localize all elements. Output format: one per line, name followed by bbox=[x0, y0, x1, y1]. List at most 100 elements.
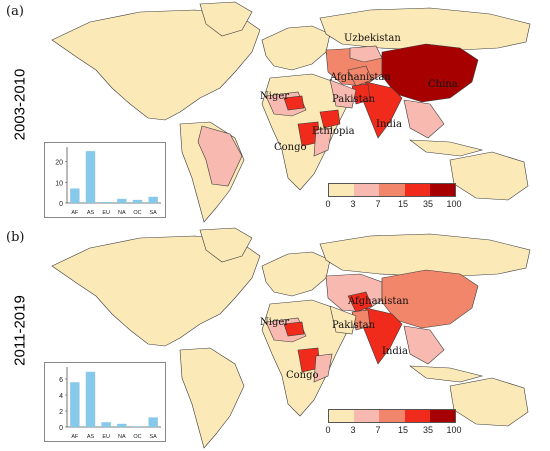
label-pakistan: Pakistan bbox=[332, 320, 376, 331]
label-niger: Niger bbox=[260, 91, 289, 102]
afghanistan bbox=[347, 65, 373, 87]
europe bbox=[261, 251, 331, 297]
bar-af bbox=[70, 382, 80, 427]
legend-tick: 7 bbox=[375, 425, 381, 435]
country-labels: Uzbekistan Afghanistan Niger Pakistan Ch… bbox=[260, 33, 458, 153]
x-tick-label: AF bbox=[71, 210, 79, 216]
niger bbox=[283, 321, 305, 337]
legend-tick: 35 bbox=[422, 425, 434, 435]
legend-tick: 35 bbox=[422, 199, 434, 209]
bar-chart-svg: 0 2 4 6 AF AS EU NA OC SA bbox=[59, 367, 161, 440]
panel-2011-2019: (b) 2011-2019 Afghanistan Niger bbox=[0, 226, 550, 451]
world-map: Afghanistan Niger Pakistan India Congo bbox=[51, 227, 531, 449]
east-africa bbox=[313, 353, 333, 383]
south-america bbox=[179, 347, 245, 449]
label-ethiopia: Ethiopia bbox=[312, 126, 355, 137]
bar-sa bbox=[148, 196, 158, 203]
ethiopia bbox=[319, 109, 341, 129]
legend-tick: 15 bbox=[397, 199, 409, 209]
y-tick-label: 0 bbox=[59, 201, 63, 208]
arabia bbox=[329, 305, 357, 335]
north-america bbox=[51, 9, 261, 121]
x-tick-label: OC bbox=[133, 434, 141, 440]
legend-tick: 7 bbox=[375, 199, 381, 209]
label-india: India bbox=[376, 119, 402, 130]
x-tick-label: AS bbox=[87, 210, 95, 216]
legend-ticks: 0 3 7 15 35 100 bbox=[325, 197, 468, 211]
australia bbox=[449, 377, 529, 427]
bar-na bbox=[117, 423, 127, 427]
label-india: India bbox=[382, 346, 408, 357]
x-tick-label: AF bbox=[71, 434, 79, 440]
bar-na bbox=[117, 198, 127, 203]
pakistan bbox=[351, 309, 371, 331]
world-map: Uzbekistan Afghanistan Niger Pakistan Ch… bbox=[51, 1, 531, 223]
legend-swatch-35-100 bbox=[429, 410, 456, 422]
brazil bbox=[197, 125, 243, 187]
y-tick-label: 4 bbox=[59, 393, 63, 400]
bar-oc bbox=[132, 199, 143, 203]
legend-swatch-0-3 bbox=[329, 184, 355, 196]
bar-af bbox=[70, 188, 80, 203]
label-pakistan: Pakistan bbox=[332, 94, 376, 105]
y-tick-label: 20 bbox=[55, 160, 63, 167]
color-legend: 0 3 7 15 35 100 bbox=[325, 409, 468, 437]
arabia bbox=[329, 79, 357, 109]
legend-swatch-0-3 bbox=[329, 410, 355, 422]
indonesia bbox=[409, 139, 484, 157]
southeast-asia bbox=[403, 325, 445, 365]
country-labels: Afghanistan Niger Pakistan India Congo bbox=[260, 296, 409, 381]
east-africa bbox=[313, 127, 333, 157]
legend-tick: 100 bbox=[446, 425, 462, 435]
greenland bbox=[199, 227, 253, 263]
continent-bar-chart: 0 10 20 AF AS EU NA OC SA bbox=[44, 142, 166, 218]
north-asia bbox=[319, 233, 531, 277]
legend-tick: 100 bbox=[446, 199, 462, 209]
label-uzbekistan: Uzbekistan bbox=[344, 33, 401, 44]
afghanistan bbox=[347, 291, 373, 313]
x-tick-label: AS bbox=[87, 434, 95, 440]
legend-swatches bbox=[328, 409, 456, 423]
continents bbox=[51, 1, 531, 223]
china bbox=[381, 269, 479, 329]
australia bbox=[449, 151, 529, 201]
panel-2003-2010: (a) 2003-2010 bbox=[0, 0, 550, 225]
y-tick-label: 2 bbox=[59, 409, 63, 416]
x-tick-label: SA bbox=[149, 210, 157, 216]
label-afghanistan: Afghanistan bbox=[329, 72, 391, 83]
color-legend: 0 3 7 15 35 100 bbox=[325, 183, 468, 211]
legend-tick: 0 bbox=[325, 199, 331, 209]
legend-swatch-3-7 bbox=[354, 410, 380, 422]
bar-as bbox=[85, 151, 96, 203]
china bbox=[381, 43, 479, 103]
label-niger: Niger bbox=[260, 317, 289, 328]
bar-eu bbox=[101, 201, 111, 203]
uzbekistan bbox=[349, 45, 383, 63]
indonesia bbox=[409, 365, 484, 383]
bar-chart-svg: 0 10 20 AF AS EU NA OC SA bbox=[55, 147, 161, 216]
period-label: 2003-2010 bbox=[11, 68, 29, 141]
x-tick-label: NA bbox=[118, 210, 126, 216]
north-asia bbox=[319, 7, 531, 51]
x-tick-label: OC bbox=[133, 210, 141, 216]
niger bbox=[283, 95, 305, 111]
continents bbox=[51, 227, 531, 449]
legend-tick: 3 bbox=[350, 425, 356, 435]
label-afghanistan: Afghanistan bbox=[347, 296, 409, 307]
greenland bbox=[199, 1, 253, 37]
legend-swatches bbox=[328, 183, 456, 197]
panel-label: (b) bbox=[6, 230, 25, 245]
legend-ticks: 0 3 7 15 35 100 bbox=[325, 423, 468, 437]
label-congo: Congo bbox=[274, 142, 307, 153]
legend-swatch-7-15 bbox=[379, 410, 405, 422]
y-tick-label: 0 bbox=[59, 425, 63, 432]
bar-oc bbox=[132, 426, 143, 427]
bar-sa bbox=[148, 417, 158, 427]
y-tick-label: 10 bbox=[55, 180, 63, 187]
bar-eu bbox=[101, 422, 111, 427]
legend-swatch-7-15 bbox=[379, 184, 405, 196]
north-america bbox=[51, 235, 261, 347]
label-china: China bbox=[428, 79, 458, 90]
legend-tick: 0 bbox=[325, 425, 331, 435]
continent-bar-chart: 0 2 4 6 AF AS EU NA OC SA bbox=[44, 362, 166, 442]
